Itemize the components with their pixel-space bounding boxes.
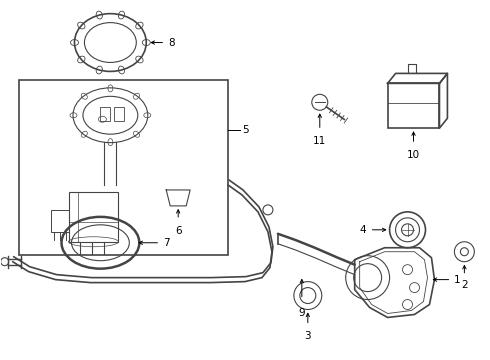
Text: 1: 1 bbox=[453, 275, 460, 285]
Text: 8: 8 bbox=[168, 37, 175, 48]
Text: 2: 2 bbox=[461, 280, 467, 289]
Bar bbox=[19, 80, 228, 255]
Text: 7: 7 bbox=[163, 238, 170, 248]
Text: 10: 10 bbox=[407, 150, 420, 160]
Text: 9: 9 bbox=[298, 307, 305, 318]
Bar bbox=[69, 192, 119, 242]
Bar bbox=[114, 107, 124, 121]
Text: 6: 6 bbox=[175, 226, 181, 236]
Bar bbox=[50, 210, 69, 232]
Text: 5: 5 bbox=[242, 125, 248, 135]
Text: 3: 3 bbox=[304, 332, 311, 341]
Bar bbox=[100, 107, 110, 121]
Text: 11: 11 bbox=[313, 136, 326, 146]
Text: 4: 4 bbox=[359, 225, 366, 235]
Bar bbox=[388, 84, 440, 128]
